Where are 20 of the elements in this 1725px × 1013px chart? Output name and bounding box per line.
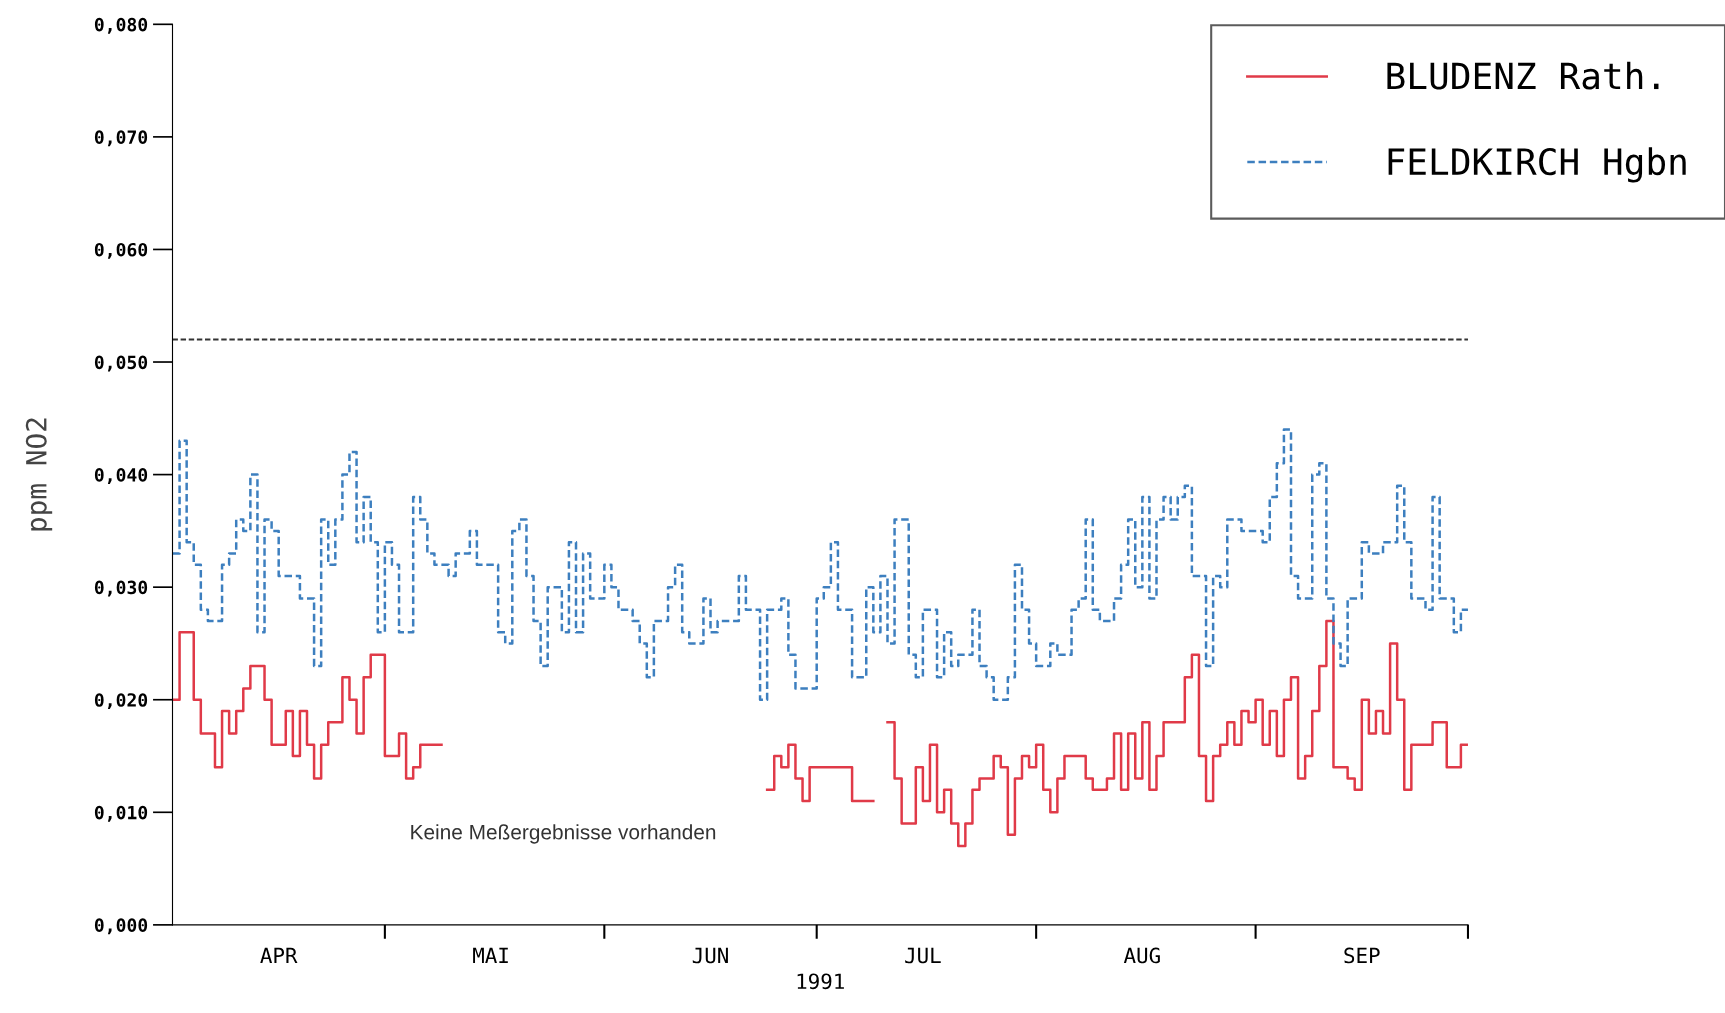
x-tick-label: MAI [473,947,508,964]
annotation: Keine Meßergebnisse vorhanden [411,824,716,844]
y-tick-label: 0,070 [94,130,148,147]
y-tick-label: 0,050 [94,355,148,372]
legend-label: FELDKIRCH Hgbn [1388,147,1686,183]
x-tick-label: APR [260,947,298,964]
y-tick-label: 0,080 [94,17,148,34]
x-tick-label: JUL [905,947,941,964]
y-tick-label: 0,000 [94,918,148,935]
x-tick-label: SEP [1344,947,1380,964]
x-axis-title: 1991 [797,973,844,990]
x-tick-label: AUG [1123,947,1160,964]
y-tick-label: 0,030 [94,580,148,597]
y-tick-label: 0,010 [94,805,148,822]
y-tick-label: 0,020 [94,693,148,710]
y-tick-label: 0,040 [94,468,148,484]
y-tick-label: 0,060 [94,242,148,259]
x-tick-label: JUN [692,947,728,964]
legend-label: BLUDENZ Rath. [1387,61,1659,90]
y-axis-title: ppm NO2 [25,418,53,531]
